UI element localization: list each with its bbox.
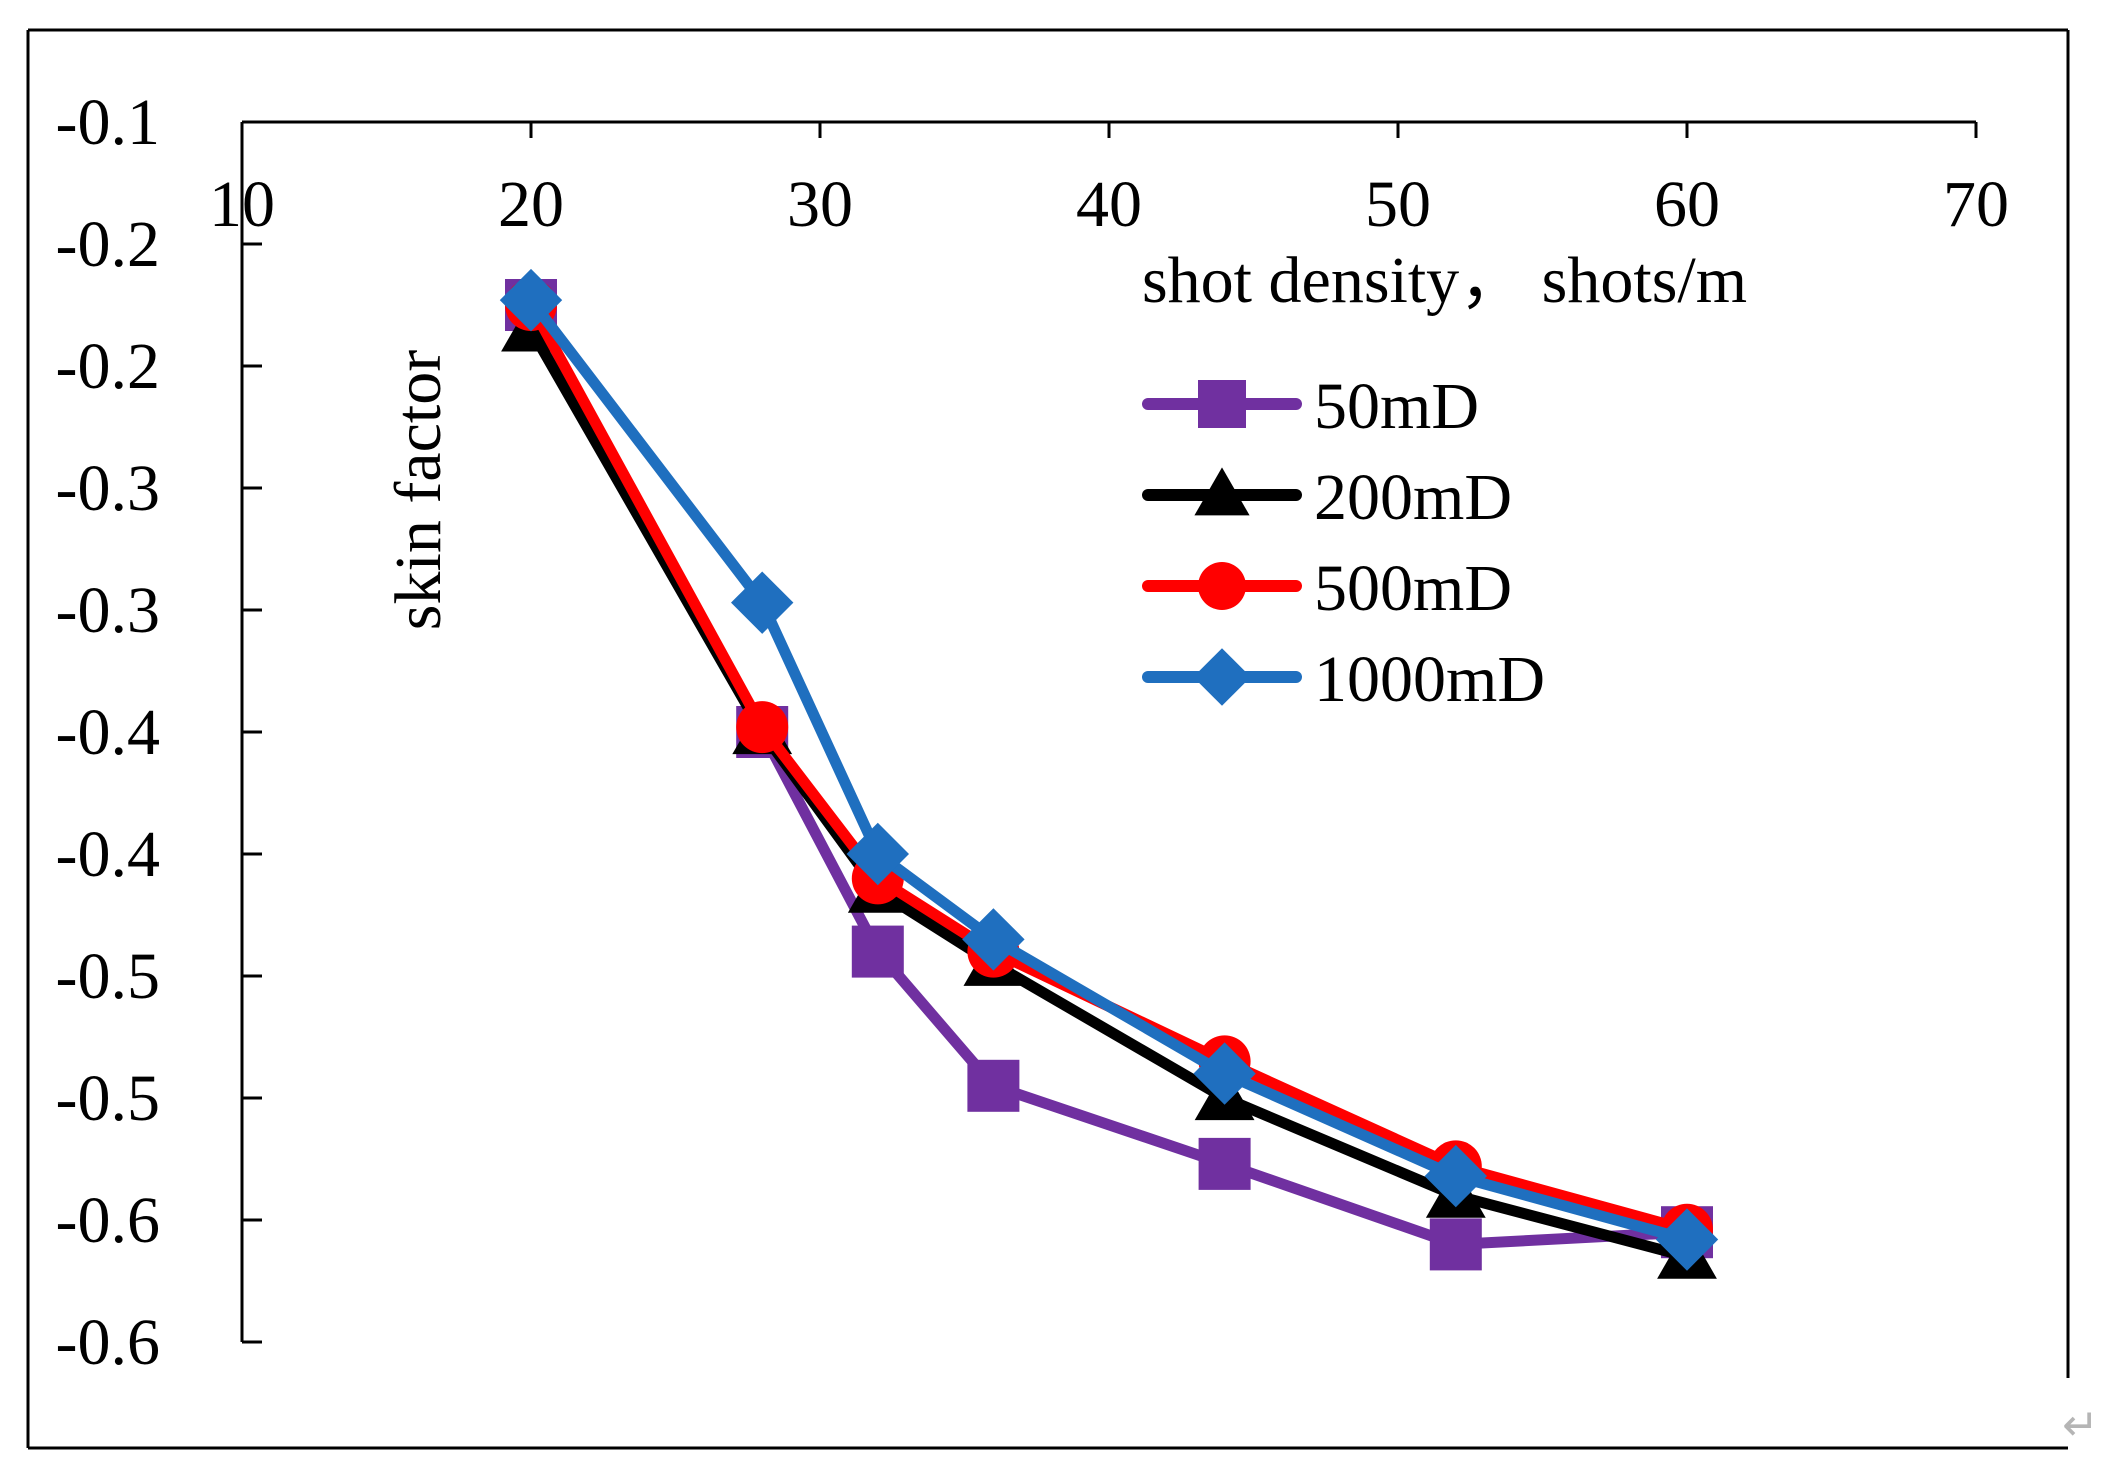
series-line bbox=[525, 299, 1693, 1250]
y-axis-title: skin factor bbox=[382, 350, 455, 630]
legend-item: 1000mD bbox=[1142, 643, 1545, 716]
y-tick-label: -0.3 bbox=[56, 452, 160, 525]
x-tick-label: 10 bbox=[209, 168, 275, 241]
data-point bbox=[1424, 1144, 1487, 1208]
return-mark: ↵ bbox=[2062, 1400, 2099, 1451]
data-point bbox=[1198, 1137, 1251, 1190]
x-tick-label: 20 bbox=[498, 168, 564, 241]
x-tick-label: 50 bbox=[1365, 168, 1431, 241]
legend-label: 50mD bbox=[1314, 370, 1479, 443]
y-tick-label: -0.5 bbox=[56, 1062, 160, 1135]
legend-item: 500mD bbox=[1142, 552, 1512, 625]
data-point bbox=[962, 908, 1025, 971]
legend-label: 1000mD bbox=[1314, 643, 1545, 716]
legend-marker bbox=[1198, 562, 1246, 610]
data-point bbox=[736, 701, 789, 754]
data-point bbox=[851, 925, 904, 978]
series-1000mD bbox=[499, 268, 1719, 1271]
data-point bbox=[1429, 1218, 1482, 1271]
legend-item: 200mD bbox=[1142, 461, 1512, 534]
y-tick-label: -0.4 bbox=[56, 818, 160, 891]
series-200mD bbox=[501, 299, 1717, 1279]
legend-item: 50mD bbox=[1142, 370, 1479, 443]
data-point bbox=[499, 268, 563, 332]
y-tick-label: -0.5 bbox=[56, 940, 160, 1013]
legend-label: 500mD bbox=[1314, 552, 1512, 625]
legend-label: 200mD bbox=[1314, 461, 1512, 534]
y-tick-label: -0.4 bbox=[56, 696, 160, 769]
x-axis-ticks: 10 20 30 40 50 60 70 bbox=[209, 122, 2009, 241]
figure-frame bbox=[26, 28, 2070, 1450]
data-point bbox=[846, 822, 909, 886]
series-line bbox=[525, 299, 1693, 1236]
x-tick-label: 70 bbox=[1943, 168, 2009, 241]
x-axis-title: shot density， shots/m bbox=[1142, 244, 1747, 317]
y-tick-label: -0.6 bbox=[56, 1184, 160, 1257]
x-tick-label: 30 bbox=[787, 168, 853, 241]
y-axis-ticks: -0.1 -0.2 -0.2 -0.3 -0.3 -0.4 -0.4 -0.5 -0.5 -0.6… bbox=[56, 86, 262, 1379]
y-tick-label: -0.6 bbox=[56, 1306, 160, 1379]
y-tick-label: -0.2 bbox=[56, 330, 160, 403]
series-line bbox=[525, 323, 1693, 1263]
series-layer bbox=[499, 268, 1719, 1279]
x-tick-label: 60 bbox=[1654, 168, 1720, 241]
legend-marker bbox=[1198, 380, 1246, 428]
data-point bbox=[1655, 1208, 1719, 1271]
y-tick-label: -0.3 bbox=[56, 574, 160, 647]
series-500mD bbox=[505, 279, 1713, 1256]
legend-marker bbox=[1194, 467, 1250, 516]
series-50mD bbox=[505, 279, 1713, 1271]
legend: 50mD 200mD 500mD 1000mD bbox=[1142, 370, 1545, 716]
series-line bbox=[525, 294, 1693, 1245]
y-tick-label: -0.1 bbox=[56, 86, 160, 159]
data-point bbox=[1193, 1042, 1256, 1105]
data-point bbox=[731, 571, 794, 634]
legend-marker bbox=[1193, 648, 1251, 706]
x-tick-label: 40 bbox=[1076, 168, 1142, 241]
data-point bbox=[967, 1059, 1020, 1112]
y-tick-label: -0.2 bbox=[56, 208, 160, 281]
